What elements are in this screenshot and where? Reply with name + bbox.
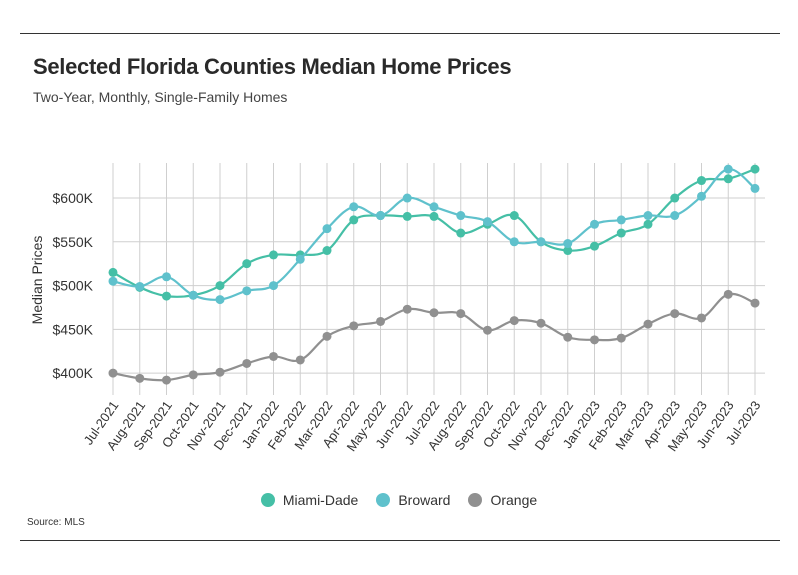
data-point-broward [242, 286, 252, 296]
data-point-miami-dade [162, 291, 171, 301]
legend-swatch [468, 493, 483, 507]
data-point-orange [242, 358, 252, 368]
data-point-broward [616, 215, 626, 225]
data-point-miami-dade [643, 219, 653, 229]
data-point-orange [563, 332, 573, 342]
series-broward [108, 164, 760, 305]
data-point-orange [135, 373, 145, 383]
y-axis-labels: $400K $450K $500K $550K $600K [53, 190, 94, 381]
data-point-miami-dade [322, 246, 332, 256]
data-point-orange [108, 368, 118, 378]
data-point-orange [590, 335, 599, 345]
data-point-orange [402, 304, 412, 314]
y-axis-title: Median Prices [29, 236, 45, 325]
top-rule [20, 33, 780, 34]
series-orange [108, 289, 760, 385]
data-point-miami-dade [349, 215, 359, 225]
data-point-orange [750, 298, 760, 308]
legend-swatch [376, 493, 391, 507]
x-axis-labels: Jul-2021Aug-2021Sep-2021Oct-2021Nov-2021… [81, 398, 764, 454]
data-point-broward [108, 276, 118, 286]
data-point-broward [483, 217, 492, 227]
data-point-broward [135, 281, 145, 291]
y-tick-label: $600K [53, 190, 94, 206]
data-point-broward [322, 224, 332, 234]
bottom-rule [20, 540, 780, 541]
data-point-miami-dade [429, 211, 439, 221]
legend-label: Orange [490, 492, 538, 508]
data-point-broward [723, 164, 733, 174]
data-point-broward [349, 202, 359, 212]
data-point-miami-dade [509, 211, 519, 221]
legend-label: Broward [398, 492, 451, 508]
data-point-orange [483, 325, 492, 335]
chart-grid [112, 163, 765, 395]
data-point-orange [215, 367, 225, 377]
source-note: Source: MLS [27, 517, 85, 528]
data-point-orange [723, 289, 733, 299]
chart-series [108, 164, 760, 385]
data-point-orange [456, 309, 466, 319]
legend-item-orange: Orange [468, 492, 537, 508]
data-point-miami-dade [590, 241, 599, 251]
data-point-broward [215, 295, 225, 305]
data-point-orange [376, 316, 385, 326]
data-point-orange [429, 308, 439, 318]
data-point-orange [322, 331, 332, 341]
data-point-orange [295, 355, 305, 365]
data-point-orange [616, 333, 626, 343]
data-point-miami-dade [723, 174, 733, 184]
data-point-broward [188, 290, 198, 300]
legend-item-miami-dade: Miami-Dade [260, 492, 359, 508]
data-point-broward [563, 239, 573, 249]
data-point-broward [536, 237, 546, 247]
data-point-orange [670, 309, 680, 319]
data-point-orange [536, 318, 546, 328]
data-point-broward [376, 211, 385, 221]
data-point-broward [643, 211, 653, 221]
chart-subtitle: Two-Year, Monthly, Single-Family Homes [33, 89, 288, 105]
data-point-orange [643, 319, 653, 329]
legend-label: Miami-Dade [282, 492, 359, 508]
data-point-broward [456, 211, 466, 221]
y-tick-label: $400K [53, 365, 94, 381]
data-point-broward [402, 193, 412, 203]
data-point-broward [269, 281, 278, 291]
y-tick-label: $450K [53, 321, 94, 337]
data-point-broward [697, 191, 706, 201]
data-point-orange [269, 351, 278, 361]
data-point-miami-dade [108, 267, 118, 277]
data-point-miami-dade [616, 228, 626, 238]
data-point-broward [162, 272, 171, 282]
chart-legend: Miami-Dade Broward Orange [0, 492, 798, 508]
data-point-orange [349, 321, 359, 331]
data-point-orange [697, 313, 706, 323]
data-point-broward [590, 219, 599, 229]
data-point-orange [162, 375, 171, 385]
data-point-orange [188, 370, 198, 380]
y-tick-label: $550K [53, 234, 94, 250]
data-point-broward [295, 254, 305, 264]
data-point-miami-dade [697, 176, 706, 186]
data-point-miami-dade [402, 211, 412, 221]
data-point-miami-dade [456, 228, 466, 238]
legend-swatch [260, 493, 275, 507]
data-point-broward [670, 211, 680, 221]
data-point-miami-dade [563, 246, 573, 256]
chart-title: Selected Florida Counties Median Home Pr… [33, 54, 512, 79]
data-point-broward [750, 183, 760, 193]
legend-item-broward: Broward [376, 492, 450, 508]
data-point-miami-dade [269, 250, 278, 260]
data-point-broward [429, 202, 439, 212]
data-point-broward [509, 237, 519, 247]
y-tick-label: $500K [53, 278, 94, 294]
data-point-miami-dade [670, 193, 680, 203]
data-point-miami-dade [242, 259, 252, 269]
data-point-miami-dade [750, 164, 760, 174]
data-point-orange [509, 316, 519, 326]
data-point-miami-dade [215, 281, 225, 291]
